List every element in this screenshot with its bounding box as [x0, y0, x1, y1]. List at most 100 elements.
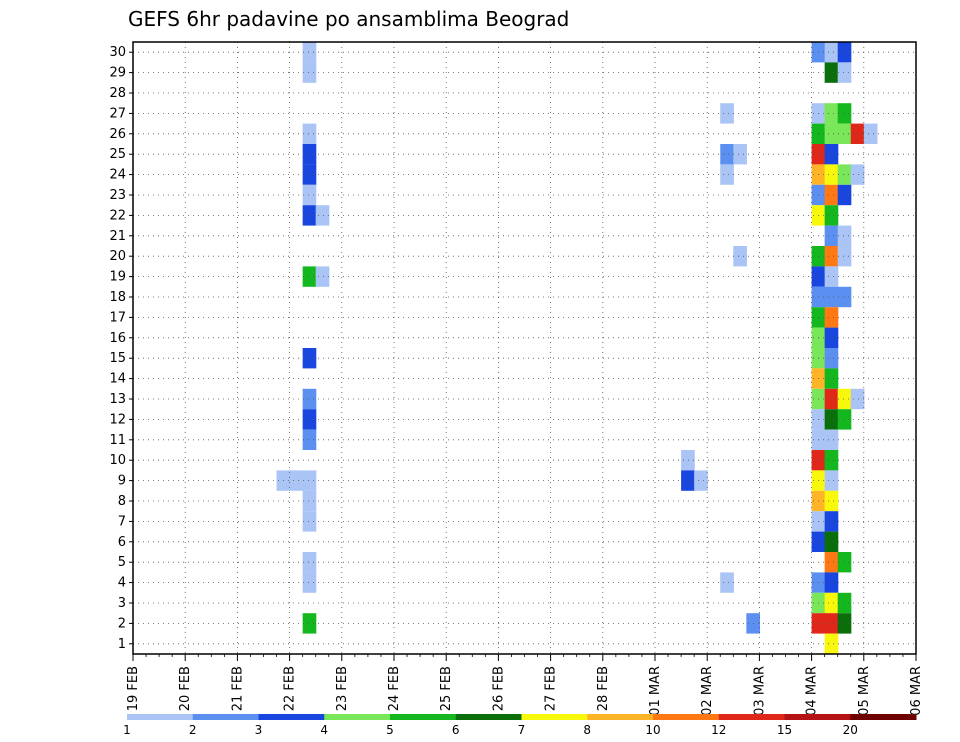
x-tick-label: 24 FEB [387, 666, 402, 711]
precip-cell [824, 123, 839, 144]
precip-cell [289, 470, 304, 491]
x-tick-label: 23 FEB [335, 666, 350, 711]
y-tick-label: 1 [118, 637, 126, 652]
precip-cell [837, 613, 852, 634]
chart-title: GEFS 6hr padavine po ansamblima Beograd [128, 7, 569, 31]
legend-label: 6 [452, 723, 460, 737]
x-tick-label: 01 MAR [648, 666, 663, 716]
legend-swatch [587, 714, 654, 720]
precip-cell [824, 103, 839, 124]
precip-cell [837, 184, 852, 206]
precip-cell [837, 225, 852, 246]
legend-swatch [192, 714, 259, 720]
legend-label: 8 [583, 723, 591, 737]
precip-cell [824, 42, 839, 63]
precip-cell [837, 409, 852, 430]
precip-cell [824, 450, 839, 471]
precip-cell [824, 307, 839, 328]
precip-cell [302, 144, 317, 165]
x-tick-label: 04 MAR [805, 666, 820, 716]
precip-cell [302, 490, 317, 512]
y-tick-label: 24 [109, 168, 126, 183]
chart-grid [133, 42, 916, 654]
legend-swatch [521, 714, 588, 720]
precip-cell [850, 388, 865, 410]
y-tick-label: 14 [109, 372, 126, 387]
legend-label: 5 [386, 723, 394, 737]
y-axis: 1234567891011121314151617181920212223242… [109, 45, 133, 652]
y-tick-label: 30 [109, 45, 126, 60]
x-tick-label: 03 MAR [752, 666, 767, 716]
precip-cell [824, 348, 839, 369]
legend-label: 3 [255, 723, 263, 737]
precip-cell [302, 164, 317, 185]
y-tick-label: 4 [118, 576, 126, 591]
precip-cell [837, 62, 852, 83]
y-tick-label: 12 [109, 412, 126, 427]
y-tick-label: 6 [118, 535, 126, 550]
precip-cell [824, 62, 839, 83]
precip-cell [302, 470, 317, 491]
precip-cell [824, 286, 839, 308]
x-tick-label: 06 MAR [909, 666, 924, 716]
x-tick-label: 27 FEB [544, 666, 559, 711]
precip-cell [315, 266, 330, 287]
y-tick-label: 10 [109, 453, 126, 468]
legend-label: 12 [711, 723, 726, 737]
x-tick-label: 02 MAR [700, 666, 715, 716]
y-tick-label: 22 [109, 208, 126, 223]
legend-swatch [455, 714, 522, 720]
precip-cell [837, 246, 852, 267]
precip-cell [824, 225, 839, 246]
y-tick-label: 27 [109, 106, 126, 121]
precip-cell [824, 470, 839, 491]
precip-cell [302, 613, 317, 634]
y-tick-label: 20 [109, 249, 126, 264]
precip-cell [824, 368, 839, 389]
precip-cell [824, 552, 839, 573]
legend-label: 15 [777, 723, 792, 737]
precip-cell [837, 103, 852, 124]
precip-cell [733, 144, 747, 165]
x-tick-label: 05 MAR [857, 666, 872, 716]
y-tick-label: 16 [109, 331, 126, 346]
precip-cell [824, 205, 839, 226]
precip-cell [837, 592, 852, 614]
y-tick-label: 3 [118, 596, 126, 611]
legend-label: 20 [843, 723, 858, 737]
precip-cell [302, 409, 317, 430]
legend-swatch [653, 714, 720, 720]
precip-cell [302, 348, 317, 369]
y-tick-label: 8 [118, 494, 126, 509]
x-tick-label: 20 FEB [178, 666, 193, 711]
precip-cell [837, 164, 852, 185]
precip-cell [302, 572, 317, 593]
precip-cell [837, 286, 852, 308]
precip-cell [850, 123, 865, 144]
y-tick-label: 29 [109, 66, 126, 81]
x-tick-label: 26 FEB [491, 666, 506, 711]
precip-cell [681, 470, 695, 491]
y-tick-label: 9 [118, 474, 126, 489]
y-tick-label: 5 [118, 555, 126, 570]
precip-cell [824, 592, 839, 614]
precip-cell [837, 42, 852, 63]
y-tick-label: 11 [109, 433, 126, 448]
x-tick-label: 22 FEB [283, 666, 298, 711]
precip-cell [824, 633, 839, 654]
precip-cell [824, 531, 839, 552]
precip-cell [824, 511, 839, 532]
precip-cell [824, 429, 839, 450]
legend-label: 7 [518, 723, 526, 737]
precip-cell [863, 123, 878, 144]
precip-cell [824, 409, 839, 430]
x-tick-label: 19 FEB [126, 666, 141, 711]
precip-cell [837, 552, 852, 573]
precip-cell [824, 184, 839, 206]
precip-cell [302, 266, 317, 287]
precip-cell [694, 470, 708, 491]
precip-cell [824, 490, 839, 512]
legend-swatch [324, 714, 391, 720]
precip-cell [720, 144, 734, 165]
